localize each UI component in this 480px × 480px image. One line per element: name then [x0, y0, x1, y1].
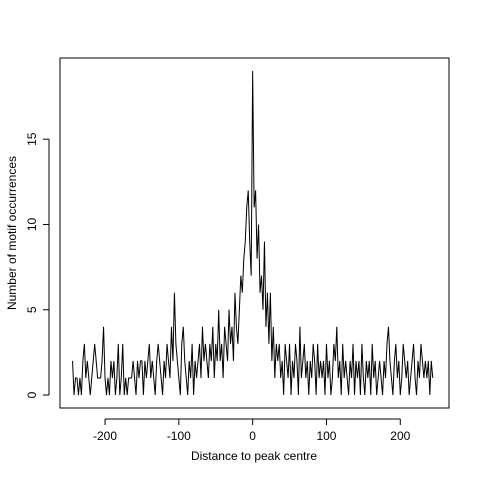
- x-tick-label: 0: [249, 429, 256, 443]
- x-tick-label: 100: [316, 429, 336, 443]
- x-axis-label: Distance to peak centre: [191, 449, 317, 463]
- y-tick-label: 10: [25, 217, 39, 231]
- y-axis-label: Number of motif occurrences: [5, 156, 19, 310]
- y-tick-label: 5: [25, 306, 39, 313]
- x-tick-label: -100: [167, 429, 191, 443]
- y-tick-label: 0: [25, 391, 39, 398]
- y-tick-label: 15: [25, 132, 39, 146]
- x-tick-label: -200: [93, 429, 117, 443]
- x-tick-label: 200: [390, 429, 410, 443]
- data-line: [72, 70, 434, 396]
- plot-box: [59, 57, 450, 409]
